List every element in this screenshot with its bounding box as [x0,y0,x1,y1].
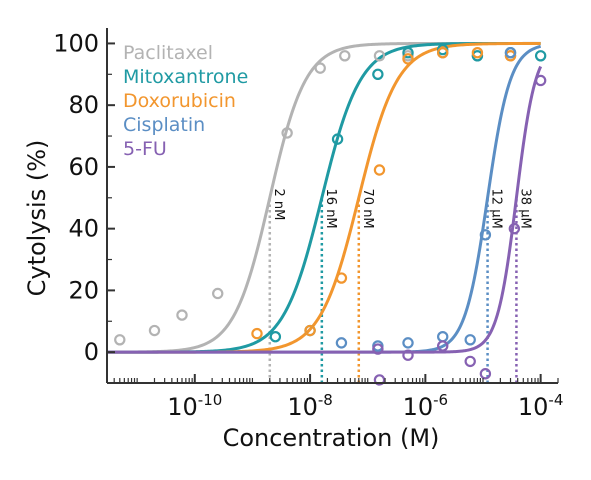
data-point [335,337,348,349]
data-point [281,127,293,139]
ic50-guide-lines [268,197,518,383]
legend-entry: Doxorubicin [123,90,236,112]
data-point [212,287,224,300]
data-point [402,337,414,349]
data-point [373,164,386,176]
ic50-label: 16 nM [323,189,338,229]
data-point [479,368,492,380]
ic50-label: 2 nM [271,189,286,221]
data-point [269,330,282,343]
y-tick-label: 100 [53,29,99,57]
data-point [372,68,384,81]
data-point [402,46,414,59]
y-tick-label: 40 [68,215,99,243]
data-point [437,46,449,59]
ic50-labels: 2 nM 16 nM 70 nM 12 μM 38 μM [271,189,533,229]
legend-entry: Mitoxantrone [123,66,248,88]
data-point [464,355,476,368]
data-point [176,309,188,321]
data-point [534,50,547,62]
x-tick-label: 10-10 [167,391,222,421]
legend-entry: Paclitaxel [123,42,213,64]
data-point [508,222,521,235]
y-tick-label: 60 [68,153,99,181]
axes: 10-10 10-8 10-6 10-4 0 20 40 60 80 100 [53,28,563,421]
x-tick-label: 10-4 [518,391,564,421]
data-point [471,46,484,59]
data-point [304,324,316,337]
data-point [339,50,351,62]
data-point [437,330,449,343]
legend-entry: Cisplatin [123,114,205,136]
data-point [372,343,384,355]
ic50-label: 12 μM [489,189,504,229]
data-point [251,327,263,340]
y-axis-label: Cytolysis (%) [23,140,51,297]
data-point [402,53,414,65]
data-point [402,349,414,361]
legend: PaclitaxelMitoxantroneDoxorubicinCisplat… [123,42,248,160]
data-point [479,229,492,241]
data-point [464,334,476,346]
data-point [504,46,517,59]
data-point [534,74,547,87]
y-tick-label: 0 [84,338,99,366]
data-point [114,334,126,346]
data-points [114,43,547,386]
y-tick-label: 80 [68,91,99,119]
y-tick-label: 20 [68,276,99,304]
data-point [373,50,386,62]
ic50-label: 70 nM [360,189,375,229]
fit-curves [106,41,543,354]
data-point [314,62,326,74]
x-axis-label: Concentration (M) [223,424,440,452]
data-point [148,324,161,337]
legend-entry: 5-FU [123,138,167,160]
data-point [373,374,386,386]
data-point [331,133,344,145]
data-point [437,340,449,352]
data-point [335,272,348,284]
x-tick-label: 10-8 [287,391,333,421]
fit-curve-5-fu [107,65,543,354]
x-tick-label: 10-6 [403,391,449,421]
ic50-label: 38 μM [517,189,532,229]
